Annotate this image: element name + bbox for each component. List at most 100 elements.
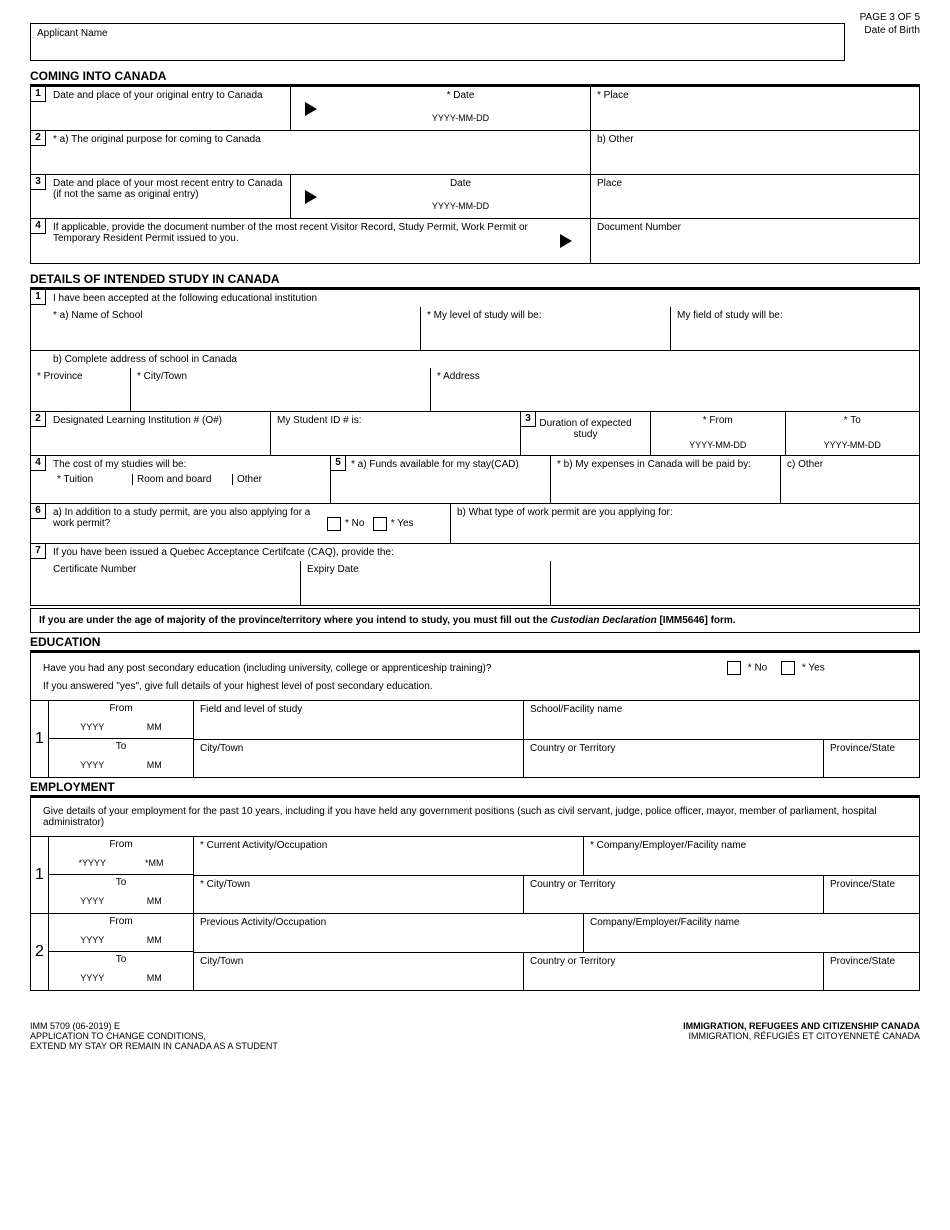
yyyy: *YYYY <box>78 858 106 868</box>
study-q2-studentid-label: My Student ID # is: <box>277 415 361 426</box>
custodian-note: If you are under the age of majority of … <box>30 608 920 633</box>
emp-to-label: To <box>49 954 193 965</box>
education-row-1-dates: From YYYYMM To YYYYMM <box>49 701 194 777</box>
study-q4q5-row: 4 The cost of my studies will be: * Tuit… <box>31 456 919 504</box>
study-q3-from-label: * From <box>703 415 733 426</box>
emp-from-label: From <box>49 916 193 927</box>
mm: MM <box>147 760 162 770</box>
arrow-right-icon <box>305 102 317 116</box>
study-q1-address-label: * Address <box>437 371 480 382</box>
coming-q2-b-label: b) Other <box>597 134 634 145</box>
applicant-name-field[interactable]: Applicant Name <box>30 23 845 61</box>
emp-country: Country or Territory <box>530 956 615 967</box>
education-box: Have you had any post secondary educatio… <box>30 652 920 778</box>
edu-province: Province/State <box>830 743 895 754</box>
study-q5-c-label: c) Other <box>787 459 823 470</box>
study-q1-intro: I have been accepted at the following ed… <box>53 293 317 304</box>
study-q7-row: Certificate Number Expiry Date <box>31 561 919 605</box>
yyyy: YYYY <box>80 722 104 732</box>
mm: MM <box>147 935 162 945</box>
footer-dept-en: IMMIGRATION, REFUGEES AND CITIZENSHIP CA… <box>683 1021 920 1031</box>
coming-q1-text: Date and place of your original entry to… <box>53 90 263 101</box>
footer-form-code: IMM 5709 (06-2019) E <box>30 1021 278 1031</box>
coming-q3-place-label: Place <box>597 178 622 189</box>
employment-instr: Give details of your employment for the … <box>31 798 919 836</box>
education-no-label: * No <box>748 663 767 674</box>
yyyy: YYYY <box>80 896 104 906</box>
study-q5-b-label: * b) My expenses in Canada will be paid … <box>557 459 751 470</box>
emp-province: Province/State <box>830 879 895 890</box>
education-instr: If you answered "yes", give full details… <box>43 681 907 692</box>
yyyy: YYYY <box>80 973 104 983</box>
section-study-title: DETAILS OF INTENDED STUDY IN CANADA <box>30 272 920 289</box>
study-q1-name-label: * a) Name of School <box>53 310 143 321</box>
study-q7-cert-label: Certificate Number <box>53 564 136 575</box>
education-question: Have you had any post secondary educatio… <box>31 653 919 700</box>
education-row-1-num: 1 <box>31 701 49 777</box>
study-q1-addr-label: b) Complete address of school in Canada <box>53 354 237 365</box>
study-q6-b-label: b) What type of work permit are you appl… <box>457 507 673 518</box>
yyyy: YYYY <box>80 760 104 770</box>
study-q5-num: 5 <box>330 455 346 471</box>
coming-q3-date-label: Date <box>337 178 584 189</box>
study-q6-yes-label: * Yes <box>391 518 414 529</box>
study-q2q3-row: 2 Designated Learning Institution # (O#)… <box>31 412 919 456</box>
edu-city: City/Town <box>200 743 243 754</box>
coming-q1-date-hint: YYYY-MM-DD <box>337 113 584 123</box>
page-footer: IMM 5709 (06-2019) E APPLICATION TO CHAN… <box>30 1021 920 1051</box>
coming-q3-row: 3 Date and place of your most recent ent… <box>31 175 919 219</box>
study-box: 1 I have been accepted at the following … <box>30 289 920 606</box>
footer-form-title-1: APPLICATION TO CHANGE CONDITIONS, <box>30 1031 278 1041</box>
dob-label: Date of Birth <box>845 23 920 61</box>
study-q3-to-label: * To <box>844 415 861 426</box>
study-q7-intro-row: 7 If you have been issued a Quebec Accep… <box>31 544 919 561</box>
study-q6-yes-checkbox[interactable] <box>373 517 387 531</box>
study-q7-text: If you have been issued a Quebec Accepta… <box>53 547 394 558</box>
study-q1-b-row: b) Complete address of school in Canada <box>31 351 919 368</box>
study-q3-num: 3 <box>520 411 536 427</box>
study-q5-a-label: * a) Funds available for my stay(CAD) <box>351 459 519 470</box>
coming-q2-a-label: * a) The original purpose for coming to … <box>53 134 261 145</box>
education-yes-checkbox[interactable] <box>781 661 795 675</box>
edu-country: Country or Territory <box>530 743 615 754</box>
footer-dept-fr: IMMIGRATION, RÉFUGIÉS ET CITOYENNETÉ CAN… <box>683 1031 920 1041</box>
emp-province: Province/State <box>830 956 895 967</box>
emp-current-occ: * Current Activity/Occupation <box>200 840 327 851</box>
study-q6-row: 6 a) In addition to a study permit, are … <box>31 504 919 544</box>
emp-country: Country or Territory <box>530 879 615 890</box>
applicant-name-label: Applicant Name <box>37 28 108 39</box>
coming-box: 1 Date and place of your original entry … <box>30 86 920 264</box>
employment-box: Give details of your employment for the … <box>30 797 920 991</box>
coming-q1-row: 1 Date and place of your original entry … <box>31 87 919 131</box>
arrow-right-icon <box>305 190 317 204</box>
study-q3-from-hint: YYYY-MM-DD <box>689 440 746 450</box>
study-q1-addr-row: * Province * City/Town * Address <box>31 368 919 412</box>
study-q1-intro-row: 1 I have been accepted at the following … <box>31 290 919 307</box>
mm: MM <box>147 973 162 983</box>
study-q1-a-row: * a) Name of School * My level of study … <box>31 307 919 351</box>
coming-q1-date-label: * Date <box>337 90 584 101</box>
education-yes-label: * Yes <box>802 663 825 674</box>
footer-form-title-2: EXTEND MY STAY OR REMAIN IN CANADA AS A … <box>30 1041 278 1051</box>
emp-prev-occ: Previous Activity/Occupation <box>200 917 326 928</box>
emp-company: * Company/Employer/Facility name <box>590 840 746 851</box>
edu-school: School/Facility name <box>530 704 622 715</box>
emp-from-label: From <box>49 839 193 850</box>
study-q4-room: Room and board <box>137 474 212 485</box>
coming-q4-docnum-label: Document Number <box>597 222 681 233</box>
coming-q4-row: 4 If applicable, provide the document nu… <box>31 219 919 263</box>
yyyy: YYYY <box>80 935 104 945</box>
coming-q1-place-label: * Place <box>597 90 629 101</box>
study-q4-tuition: * Tuition <box>57 474 93 485</box>
emp-company: Company/Employer/Facility name <box>590 917 740 928</box>
section-education-title: EDUCATION <box>30 635 920 652</box>
edu-from-label: From <box>49 703 193 714</box>
education-no-checkbox[interactable] <box>727 661 741 675</box>
mm: *MM <box>145 858 164 868</box>
edu-field-level: Field and level of study <box>200 704 302 715</box>
study-q6-no-checkbox[interactable] <box>327 517 341 531</box>
study-q6-no-label: * No <box>345 518 364 529</box>
section-coming-title: COMING INTO CANADA <box>30 69 920 86</box>
study-q7-expiry-label: Expiry Date <box>307 564 359 575</box>
mm: MM <box>147 722 162 732</box>
